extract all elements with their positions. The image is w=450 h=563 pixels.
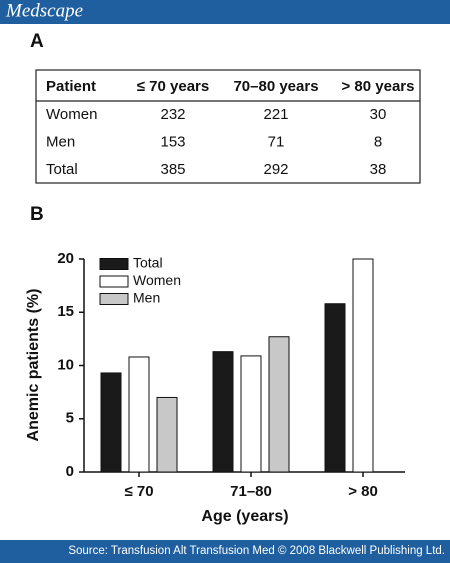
footer-bar [0,540,450,563]
y-tick-label: 15 [57,303,74,320]
panel-label: A [30,31,44,52]
legend-label: Women [133,272,181,288]
table: Patient ≤ 70 years 70–80 years > 80 years Wo… [46,78,415,178]
table-cell: 221 [263,106,288,123]
legend-swatch [99,258,129,270]
legend-label: Total [133,255,163,271]
y-axis-label: Anemic patients (%) [25,289,42,442]
header-bar [0,0,450,24]
bar [100,372,122,473]
table-header-cell: ≤ 70 years [137,78,209,95]
table-cell: 292 [263,161,288,178]
table-cell: 30 [370,106,387,123]
legend-swatch [99,275,129,288]
table-cell: 8 [374,133,382,150]
panel-label: B [30,204,44,225]
table-cell: Total [46,161,78,178]
y-tick-label: 10 [57,356,74,373]
bar [324,303,346,473]
y-tick-label: 5 [66,410,74,427]
bar [128,356,150,473]
y-tick-label: 20 [57,250,74,267]
source: Source: Transfusion Alt Transfusion Med … [68,545,445,557]
x-tick-label: ≤ 70 [124,483,153,500]
table-cell: 38 [370,161,387,178]
bar [352,258,374,473]
table-header-cell: Patient [46,78,96,95]
chart: 0 5 10 15 20 Anemic patients (%) Age (years) ≤ … [25,250,405,525]
table-cell: 385 [160,161,185,178]
table-cell: 71 [268,133,285,150]
bar [268,336,290,473]
x-axis-label: Age (years) [201,508,288,525]
table-cell: Women [46,106,97,123]
table-cell: 153 [160,133,185,150]
x-tick-label: > 80 [348,483,378,500]
table-header-cell: > 80 years [342,78,415,95]
table-border [35,69,421,184]
table-cell: 232 [160,106,185,123]
bar [156,396,178,473]
x-tick-label: 71–80 [230,483,272,500]
legend-swatch [99,293,129,305]
legend-label: Men [133,290,160,306]
table-header-cell: 70–80 years [233,78,318,95]
bar [240,355,262,473]
table-cell: Men [46,133,75,150]
bar [212,351,234,473]
y-tick-label: 0 [66,463,74,480]
header-title: Medscape [5,0,83,21]
